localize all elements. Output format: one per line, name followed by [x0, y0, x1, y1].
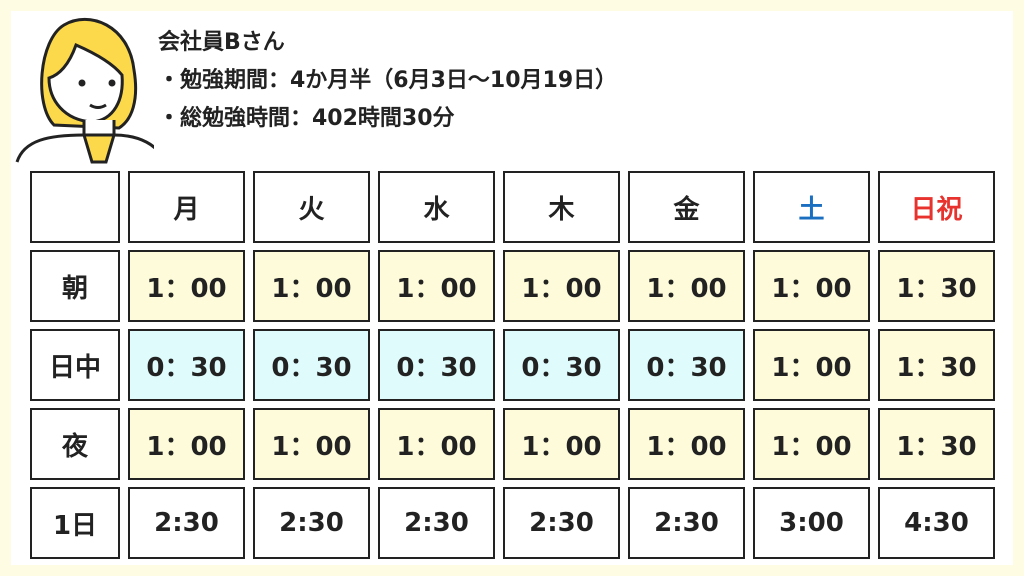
time-cell: 1：30: [878, 329, 995, 401]
time-cell: 4:30: [878, 487, 995, 559]
time-cell: 2:30: [128, 487, 245, 559]
study-info: 会社員Bさん ・勉強期間：4か月半（6月3日〜10月19日） ・総勉強時間：40…: [158, 24, 617, 138]
column-header: 火: [253, 171, 370, 243]
time-cell: 1：00: [378, 250, 495, 322]
time-cell: 1：00: [753, 408, 870, 480]
column-header: 金: [628, 171, 745, 243]
time-cell: 1：00: [253, 408, 370, 480]
time-cell: 2:30: [253, 487, 370, 559]
column-header: 日祝: [878, 171, 995, 243]
time-cell: 1：00: [378, 408, 495, 480]
corner-cell: [30, 171, 120, 243]
time-cell: 1：00: [128, 250, 245, 322]
time-cell: 1：00: [128, 408, 245, 480]
row-header: 日中: [30, 329, 120, 401]
time-cell: 2:30: [378, 487, 495, 559]
row-header: 夜: [30, 408, 120, 480]
time-cell: 1：00: [503, 408, 620, 480]
time-cell: 0：30: [628, 329, 745, 401]
column-header: 水: [378, 171, 495, 243]
time-cell: 1：30: [878, 250, 995, 322]
row-header: 1日: [30, 487, 120, 559]
time-cell: 1：00: [503, 250, 620, 322]
time-cell: 0：30: [253, 329, 370, 401]
time-cell: 2:30: [628, 487, 745, 559]
time-cell: 0：30: [378, 329, 495, 401]
time-cell: 1：30: [878, 408, 995, 480]
time-cell: 2:30: [503, 487, 620, 559]
row-header: 朝: [30, 250, 120, 322]
person-title: 会社員Bさん: [158, 30, 285, 55]
time-cell: 3:00: [753, 487, 870, 559]
total-study-time: ・総勉強時間：402時間30分: [158, 106, 455, 131]
column-header: 木: [503, 171, 620, 243]
column-header: 土: [753, 171, 870, 243]
time-cell: 0：30: [128, 329, 245, 401]
woman-avatar-icon: [15, 17, 154, 164]
time-cell: 1：00: [628, 408, 745, 480]
column-header: 月: [128, 171, 245, 243]
time-cell: 1：00: [753, 329, 870, 401]
time-cell: 1：00: [753, 250, 870, 322]
time-cell: 0：30: [503, 329, 620, 401]
study-period: ・勉強期間：4か月半（6月3日〜10月19日）: [158, 68, 618, 93]
schedule-table: 月火水木金土日祝朝 1：00 1：00 1：00 1：00 1：00 1：00 1：30 日中 0…: [30, 171, 995, 559]
time-cell: 1：00: [253, 250, 370, 322]
time-cell: 1：00: [628, 250, 745, 322]
